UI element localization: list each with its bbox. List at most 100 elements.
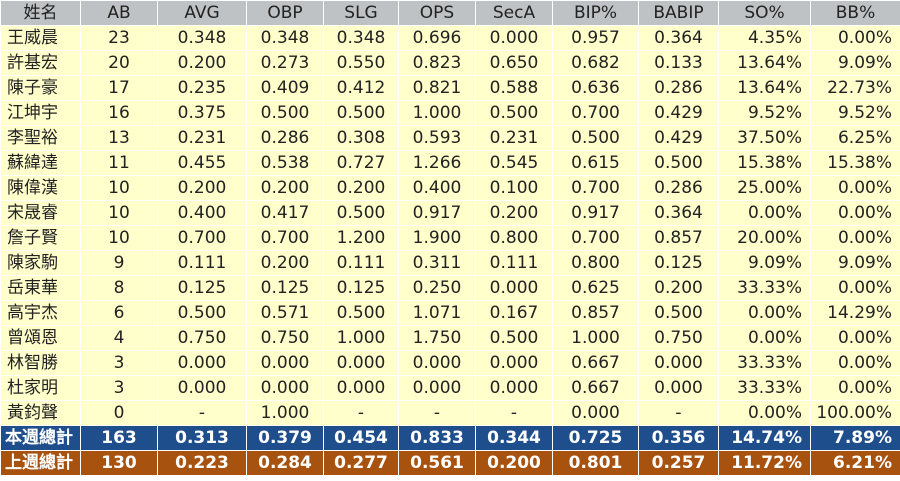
table-row: 許基宏 20 0.200 0.273 0.550 0.823 0.650 0.682 0.133… [0, 50, 900, 76]
slg-cell: 1.000 [323, 325, 399, 351]
player-name-cell: 杜家明 [0, 375, 81, 401]
table-row: 陳家駒 9 0.111 0.200 0.111 0.311 0.111 0.800 0.125 9… [0, 250, 900, 276]
obp-cell: 0.417 [246, 200, 324, 226]
bip-cell: 0.636 [552, 75, 639, 101]
so-cell: 15.38% [718, 150, 811, 176]
ops-cell: 0.833 [398, 425, 476, 451]
ops-cell: 0.821 [398, 75, 476, 101]
bip-cell: 0.800 [552, 250, 639, 276]
avg-cell: 0.455 [157, 150, 247, 176]
avg-cell: 0.111 [157, 250, 247, 276]
bb-cell: 9.09% [810, 50, 900, 76]
so-cell: 9.09% [718, 250, 811, 276]
player-name-cell: 上週總計 [0, 450, 81, 476]
header-obp: OBP [246, 0, 324, 26]
babip-cell: 0.125 [638, 250, 719, 276]
ops-cell: 0.696 [398, 25, 476, 51]
table-row: 李聖裕 13 0.231 0.286 0.308 0.593 0.231 0.500 0.429… [0, 125, 900, 151]
slg-cell: 0.308 [323, 125, 399, 151]
obp-cell: 0.273 [246, 50, 324, 76]
so-cell: 0.00% [718, 200, 811, 226]
so-cell: 0.00% [718, 400, 811, 426]
slg-cell: 0.200 [323, 175, 399, 201]
avg-cell: 0.000 [157, 375, 247, 401]
table-row: 高宇杰 6 0.500 0.571 0.500 1.071 0.167 0.857 0.500 0… [0, 300, 900, 326]
seca-cell: 0.545 [475, 150, 553, 176]
ops-cell: 0.593 [398, 125, 476, 151]
bb-cell: 0.00% [810, 25, 900, 51]
bip-cell: 0.500 [552, 125, 639, 151]
avg-cell: 0.750 [157, 325, 247, 351]
player-name-cell: 許基宏 [0, 50, 81, 76]
babip-cell: 0.857 [638, 225, 719, 251]
ab-cell: 10 [80, 225, 158, 251]
seca-cell: 0.000 [475, 25, 553, 51]
player-name-cell: 宋晟睿 [0, 200, 81, 226]
bb-cell: 9.52% [810, 100, 900, 126]
babip-cell: 0.356 [638, 425, 719, 451]
slg-cell: 1.200 [323, 225, 399, 251]
obp-cell: 0.571 [246, 300, 324, 326]
so-cell: 14.74% [718, 425, 811, 451]
so-cell: 33.33% [718, 350, 811, 376]
bip-cell: 0.917 [552, 200, 639, 226]
seca-cell: 0.588 [475, 75, 553, 101]
avg-cell: 0.231 [157, 125, 247, 151]
babip-cell: 0.429 [638, 100, 719, 126]
babip-cell: 0.750 [638, 325, 719, 351]
table-row: 陳子豪 17 0.235 0.409 0.412 0.821 0.588 0.636 0.286… [0, 75, 900, 101]
ab-cell: 10 [80, 175, 158, 201]
seca-cell: 0.500 [475, 100, 553, 126]
babip-cell: 0.429 [638, 125, 719, 151]
table-row: 王威晨 23 0.348 0.348 0.348 0.696 0.000 0.957 0.364… [0, 25, 900, 51]
ab-cell: 17 [80, 75, 158, 101]
seca-cell: 0.000 [475, 375, 553, 401]
player-name-cell: 王威晨 [0, 25, 81, 51]
ab-cell: 20 [80, 50, 158, 76]
bb-cell: 0.00% [810, 200, 900, 226]
ab-cell: 11 [80, 150, 158, 176]
obp-cell: 0.500 [246, 100, 324, 126]
ops-cell: 1.071 [398, 300, 476, 326]
player-name-cell: 李聖裕 [0, 125, 81, 151]
player-name-cell: 陳子豪 [0, 75, 81, 101]
table-row: 蘇緯達 11 0.455 0.538 0.727 1.266 0.545 0.615 0.500… [0, 150, 900, 176]
obp-cell: 0.750 [246, 325, 324, 351]
obp-cell: 0.000 [246, 350, 324, 376]
slg-cell: 0.125 [323, 275, 399, 301]
so-cell: 4.35% [718, 25, 811, 51]
header-bip: BIP% [552, 0, 639, 26]
ab-cell: 10 [80, 200, 158, 226]
obp-cell: 0.000 [246, 375, 324, 401]
babip-cell: 0.286 [638, 175, 719, 201]
so-cell: 13.64% [718, 75, 811, 101]
avg-cell: 0.375 [157, 100, 247, 126]
table-row: 詹子賢 10 0.700 0.700 1.200 1.900 0.800 0.700 0.857… [0, 225, 900, 251]
slg-cell: 0.550 [323, 50, 399, 76]
so-cell: 11.72% [718, 450, 811, 476]
seca-cell: 0.650 [475, 50, 553, 76]
ab-cell: 13 [80, 125, 158, 151]
slg-cell: 0.500 [323, 100, 399, 126]
table-row: 宋晟睿 10 0.400 0.417 0.500 0.917 0.200 0.917 0.364… [0, 200, 900, 226]
obp-cell: 0.700 [246, 225, 324, 251]
header-avg: AVG [157, 0, 247, 26]
bip-cell: 0.682 [552, 50, 639, 76]
ab-cell: 0 [80, 400, 158, 426]
avg-cell: 0.200 [157, 175, 247, 201]
slg-cell: 0.277 [323, 450, 399, 476]
so-cell: 33.33% [718, 275, 811, 301]
obp-cell: 0.284 [246, 450, 324, 476]
ops-cell: 0.561 [398, 450, 476, 476]
babip-cell: 0.364 [638, 200, 719, 226]
slg-cell: 0.348 [323, 25, 399, 51]
header-seca: SecA [475, 0, 553, 26]
slg-cell: 0.000 [323, 375, 399, 401]
table-row: 黃鈞聲 0-1.000- - -0.000-0.00% 100.00% [0, 400, 900, 426]
ab-cell: 8 [80, 275, 158, 301]
babip-cell: 0.500 [638, 300, 719, 326]
babip-cell: 0.133 [638, 50, 719, 76]
obp-cell: 0.348 [246, 25, 324, 51]
table-row: 杜家明 3 0.000 0.000 0.000 0.000 0.000 0.667 0.000 3… [0, 375, 900, 401]
player-name-cell: 林智勝 [0, 350, 81, 376]
